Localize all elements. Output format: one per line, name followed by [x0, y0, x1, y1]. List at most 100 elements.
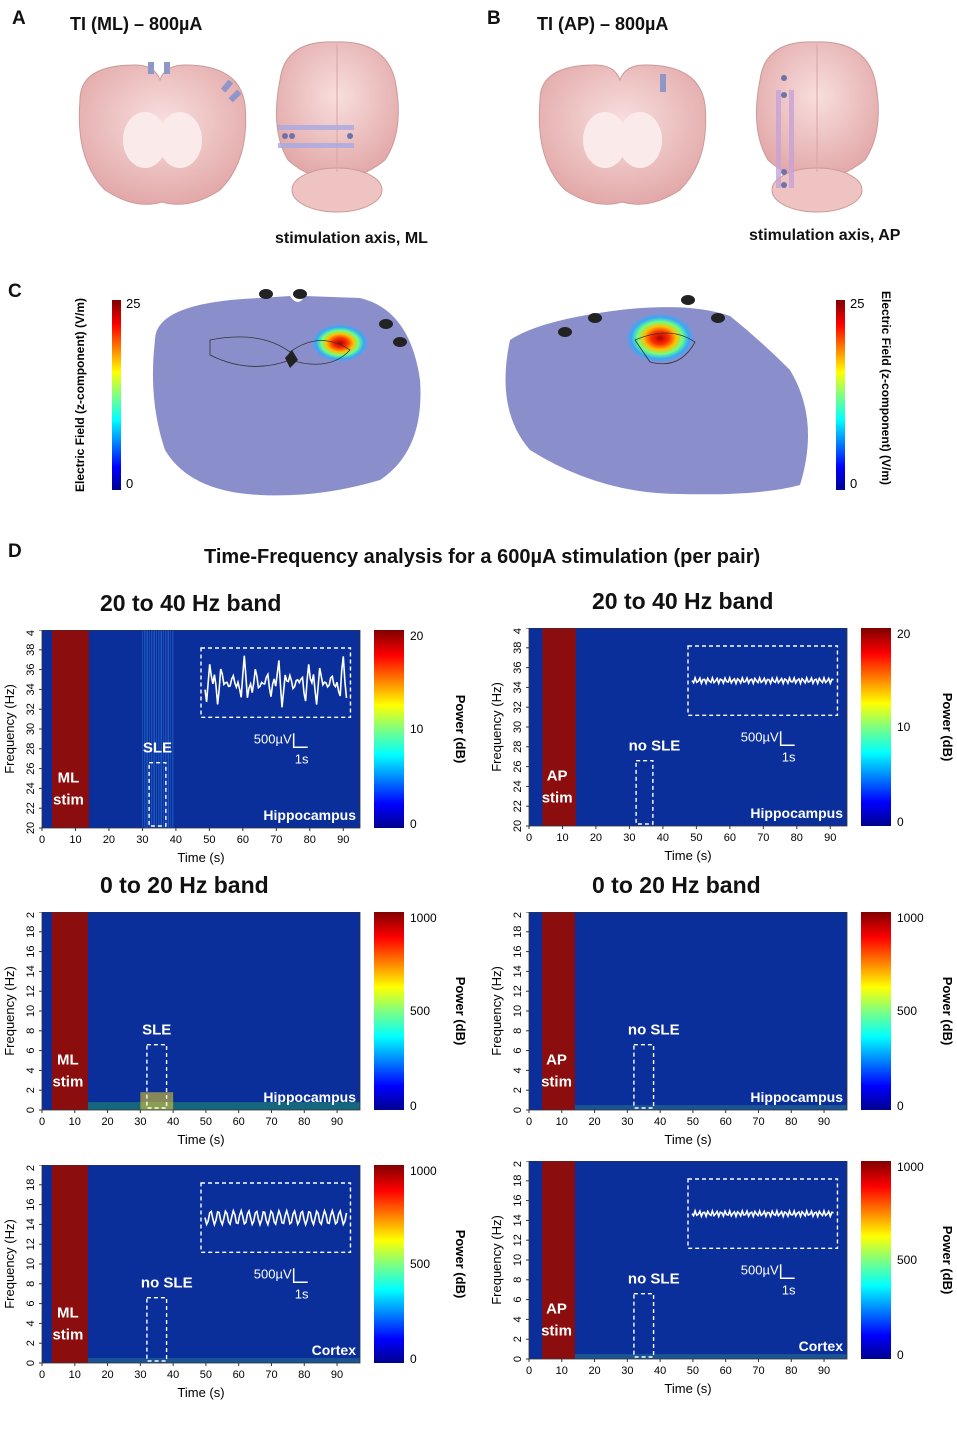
x-axis-label: Time (s) [664, 1132, 711, 1147]
colorbar-label-right: Electric Field (z-component) (V/m) [879, 291, 893, 485]
colorbar-label: Power (dB) [453, 977, 468, 1046]
event-window-box [633, 1043, 655, 1109]
y-tick-label: 4 [512, 1067, 524, 1073]
colorbar-label: Power (dB) [453, 695, 468, 764]
region-label: Cortex [312, 1342, 357, 1358]
region-label: Hippocampus [750, 1089, 843, 1105]
x-tick-label: 30 [134, 1116, 146, 1128]
y-tick-label: 6 [25, 1301, 37, 1307]
panel-c-field-slices: Electric Field (z-component) (V/m) 25 0 … [73, 289, 893, 496]
spectrogram-ml-cortex-0-20: 0 10 20 30 40 50 60 70 80 90 0 2 4 6 8 10 12 14 16 18 20 Time… [2, 1165, 468, 1400]
colorbar-label-left: Electric Field (z-component) (V/m) [73, 298, 87, 492]
stim-label: stim [52, 1073, 83, 1090]
x-tick-label: 10 [69, 1369, 81, 1381]
x-tick-label: 50 [687, 1365, 699, 1377]
electrode-icon [681, 295, 695, 305]
y-tick-label: 10 [512, 1254, 524, 1266]
low-freq-power [87, 1102, 360, 1110]
x-tick-label: 60 [237, 834, 249, 846]
x-tick-label: 20 [588, 1116, 600, 1128]
colorbar-tick-label: 10 [410, 722, 424, 736]
x-axis-label: Time (s) [177, 850, 224, 865]
y-tick-label: 0 [25, 1107, 37, 1113]
panel-a-brain-illustration [78, 41, 399, 213]
electrode-icon [393, 337, 407, 347]
colorbar-tick-label: 0 [410, 817, 417, 831]
y-tick-label: 16 [25, 945, 37, 957]
y-tick-label: 4 [512, 1316, 524, 1322]
y-tick-label: 18 [25, 926, 37, 938]
x-tick-label: 50 [200, 1116, 212, 1128]
heatmap-area [529, 912, 847, 1110]
panel-label-b: B [487, 8, 501, 29]
scale-bar [779, 731, 795, 747]
y-tick-label: 2 [25, 1087, 37, 1093]
y-tick-label: 0 [512, 1107, 524, 1113]
stim-block [542, 628, 576, 826]
sagittal-slice-ap [505, 295, 808, 495]
power-colorbar [861, 1161, 891, 1359]
colorbar-min-left: 0 [126, 476, 133, 491]
electrode-icon [164, 62, 170, 74]
y-tick-label: 6 [25, 1048, 37, 1054]
region-label: Hippocampus [263, 1089, 356, 1105]
trace-inset-box [200, 647, 352, 719]
scale-voltage: 500µV [254, 731, 292, 746]
panel-a-title: TI (ML) – 800µA [70, 14, 203, 34]
electrode-icon [220, 79, 234, 93]
colorbar-tick-label: 0 [897, 815, 904, 829]
electrode-icon [148, 62, 154, 74]
event-window-box [635, 759, 654, 825]
x-tick-label: 10 [556, 1116, 568, 1128]
low-freq-power [574, 1354, 847, 1359]
eeg-trace [204, 1207, 348, 1228]
eeg-trace [691, 675, 834, 686]
x-tick-label: 60 [233, 1116, 245, 1128]
x-tick-label: 60 [720, 1116, 732, 1128]
y-tick-label: 2 [512, 1336, 524, 1342]
dorsal-brain-ap [755, 41, 879, 213]
trace-inset-box [687, 1178, 839, 1250]
burst-power [140, 1092, 174, 1110]
x-axis-label: Time (s) [664, 1381, 711, 1396]
colorbar-min-right: 0 [850, 476, 857, 491]
x-axis-label: Time (s) [664, 848, 711, 863]
x-tick-label: 20 [590, 832, 602, 844]
x-tick-label: 0 [39, 1369, 45, 1381]
y-tick-label: 2 [512, 1087, 524, 1093]
coronal-slice-ml [152, 289, 421, 496]
stim-label: stim [541, 1322, 572, 1339]
y-axis-label: Frequency (Hz) [2, 684, 17, 774]
heatmap-area [42, 630, 360, 828]
colorbar-label: Power (dB) [940, 1226, 955, 1295]
stim-label: stim [53, 791, 84, 808]
panel-b-axis-caption: stimulation axis, AP [749, 227, 901, 244]
y-tick-label: 18 [512, 1175, 524, 1187]
x-tick-label: 50 [687, 1116, 699, 1128]
x-tick-label: 70 [752, 1116, 764, 1128]
heatmap-area [529, 1161, 847, 1359]
y-axis-label: Frequency (Hz) [489, 966, 504, 1056]
colorbar-tick-label: 500 [410, 1257, 430, 1271]
y-tick-label: 8 [512, 1028, 524, 1034]
scale-time: 1s [782, 1282, 796, 1297]
colorbar-tick-label: 0 [897, 1348, 904, 1362]
colorbar-tick-label: 20 [410, 630, 424, 643]
stim-label: ML [57, 1051, 79, 1068]
x-tick-label: 80 [785, 1365, 797, 1377]
x-tick-label: 90 [824, 832, 836, 844]
y-tick-label: 0 [512, 1356, 524, 1362]
y-tick-label: 22 [512, 800, 524, 812]
electrode-icon [379, 319, 393, 329]
power-colorbar [861, 912, 891, 1110]
x-tick-label: 90 [818, 1365, 830, 1377]
y-tick-label: 16 [25, 1198, 37, 1210]
y-tick-label: 28 [25, 743, 37, 755]
event-annotation: SLE [143, 740, 172, 757]
y-tick-label: 20 [25, 1165, 37, 1171]
stim-label: stim [541, 1073, 572, 1090]
x-axis-label: Time (s) [177, 1385, 224, 1400]
band-title: 0 to 20 Hz band [100, 872, 269, 898]
stim-label: AP [547, 767, 568, 784]
electrode-icon [228, 89, 242, 103]
